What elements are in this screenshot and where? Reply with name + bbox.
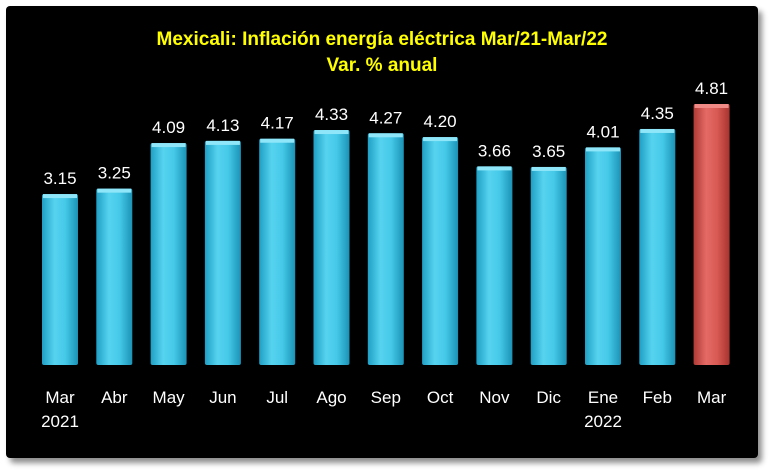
bar-3 — [204, 140, 241, 365]
bar-1 — [96, 188, 133, 365]
bar-5 — [313, 130, 350, 365]
category-label-6: Sep — [371, 388, 401, 407]
value-label-3: 4.13 — [206, 116, 239, 135]
category-label-9: Dic — [536, 388, 561, 407]
category-label-4: Jul — [266, 388, 288, 407]
value-label-4: 4.17 — [261, 114, 294, 133]
bar-7 — [422, 137, 459, 365]
bar-top-4 — [260, 138, 295, 143]
category-label-10: Ene — [588, 388, 618, 407]
bar-top-11 — [640, 128, 675, 133]
category-label-11: Feb — [643, 388, 672, 407]
bar-4 — [259, 138, 296, 365]
bar-12 — [693, 104, 730, 365]
bar-top-2 — [151, 143, 186, 148]
category-label-8: Nov — [479, 388, 510, 407]
bar-top-8 — [477, 166, 512, 171]
bar-top-10 — [586, 147, 620, 152]
bar-8 — [476, 166, 513, 365]
bar-6 — [367, 133, 404, 365]
bar-10 — [585, 147, 621, 365]
category-label-1: Abr — [101, 388, 128, 407]
value-label-5: 4.33 — [315, 105, 348, 124]
category-label-7: Oct — [427, 388, 454, 407]
bar-top-0 — [43, 194, 77, 199]
chart-frame: Mexicali: Inflación energía eléctrica Ma… — [6, 6, 758, 458]
bar-11 — [639, 128, 676, 365]
category-year-10: 2022 — [584, 412, 622, 431]
value-label-10: 4.01 — [586, 122, 619, 141]
category-label-3: Jun — [209, 388, 236, 407]
value-label-2: 4.09 — [152, 118, 185, 137]
bar-top-9 — [531, 166, 566, 171]
bar-9 — [530, 166, 567, 365]
value-label-1: 3.25 — [98, 164, 131, 183]
value-label-6: 4.27 — [369, 108, 402, 127]
value-label-0: 3.15 — [43, 169, 76, 188]
bar-top-5 — [314, 130, 349, 135]
bar-chart: 3.15 3.25 4.09 4.13 4.17 4.33 4.27 4.20 3.66 3.65… — [41, 79, 730, 431]
category-label-12: Mar — [697, 388, 727, 407]
category-label-5: Ago — [316, 388, 346, 407]
bar-top-7 — [423, 137, 458, 142]
bar-0 — [42, 194, 78, 365]
bar-top-12 — [694, 104, 729, 108]
category-label-0: Mar — [45, 388, 75, 407]
chart-title: Mexicali: Inflación energía eléctrica Ma… — [156, 29, 608, 50]
bar-top-3 — [205, 140, 240, 145]
value-label-9: 3.65 — [532, 142, 565, 161]
value-label-11: 4.35 — [641, 104, 674, 123]
bar-top-6 — [368, 133, 403, 138]
value-label-12: 4.81 — [695, 79, 728, 98]
category-year-0: 2021 — [41, 412, 79, 431]
category-label-2: May — [153, 388, 186, 407]
bar-2 — [150, 143, 187, 365]
chart-subtitle: Var. % anual — [326, 55, 438, 76]
value-label-7: 4.20 — [424, 112, 457, 131]
bar-top-1 — [97, 188, 132, 193]
value-label-8: 3.66 — [478, 141, 511, 160]
